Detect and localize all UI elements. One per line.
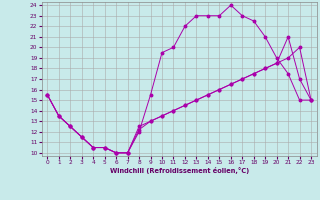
X-axis label: Windchill (Refroidissement éolien,°C): Windchill (Refroidissement éolien,°C) bbox=[109, 167, 249, 174]
